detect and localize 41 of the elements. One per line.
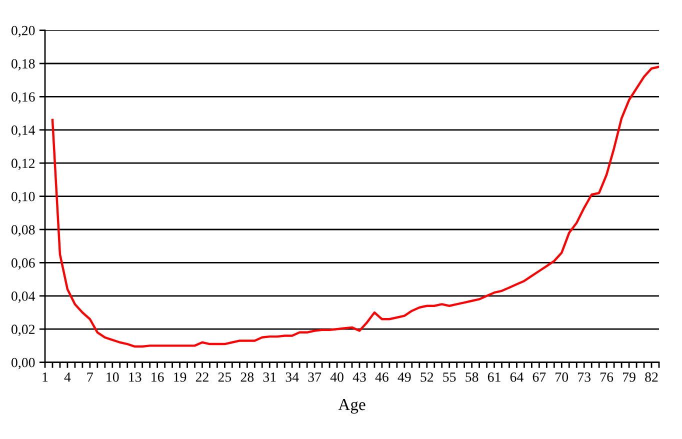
y-tick-label: 0,10 [12, 192, 35, 204]
x-tick-label: 28 [240, 372, 254, 382]
x-tick-label: 10 [106, 372, 119, 382]
x-tick-label: 76 [600, 372, 614, 382]
x-tick-label: 64 [510, 372, 524, 382]
x-tick-label: 40 [330, 372, 344, 382]
x-tick-label: 70 [556, 372, 568, 382]
x-tick-label: 82 [645, 372, 658, 382]
x-tick-label: 73 [578, 372, 591, 382]
y-tick-label: 0,18 [12, 59, 35, 70]
x-tick-label: 19 [174, 372, 186, 382]
y-tick-label: 0,08 [12, 225, 35, 236]
y-tick-label: 0,12 [12, 158, 35, 170]
y-tick-label: 0,02 [12, 324, 35, 336]
x-tick-label: 13 [129, 372, 142, 382]
x-tick-label: 79 [623, 372, 636, 382]
x-tick-label: 37 [308, 372, 322, 382]
x-tick-label: 1 [42, 372, 48, 382]
x-tick-label: 16 [152, 372, 164, 382]
x-tick-label: 25 [218, 372, 232, 382]
y-tick-label: 0,04 [12, 291, 36, 303]
x-tick-label: 58 [466, 372, 478, 382]
x-tick-label: 7 [87, 372, 93, 382]
y-tick-label: 0,00 [12, 358, 35, 370]
line-series [51, 66, 659, 348]
x-tick-label: 22 [196, 372, 208, 382]
x-tick-label: 61 [488, 372, 500, 382]
x-axis-title: Age [338, 399, 366, 414]
x-tick-label: 46 [375, 372, 388, 382]
x-tick-label: 31 [263, 372, 276, 382]
y-tick-label: 0,14 [12, 125, 36, 137]
x-tick-label: 49 [398, 372, 411, 382]
x-tick-label: 52 [420, 372, 434, 382]
x-tick-label: 43 [352, 372, 366, 382]
x-tick-label: 4 [64, 372, 71, 382]
x-tick-label: 55 [443, 372, 456, 382]
x-tick-label: 67 [532, 372, 546, 382]
y-tick-label: 0,06 [12, 258, 35, 270]
x-tick-label: 34 [286, 372, 299, 382]
y-tick-label: 0,16 [12, 92, 35, 104]
y-tick-label: 0,20 [12, 26, 35, 38]
